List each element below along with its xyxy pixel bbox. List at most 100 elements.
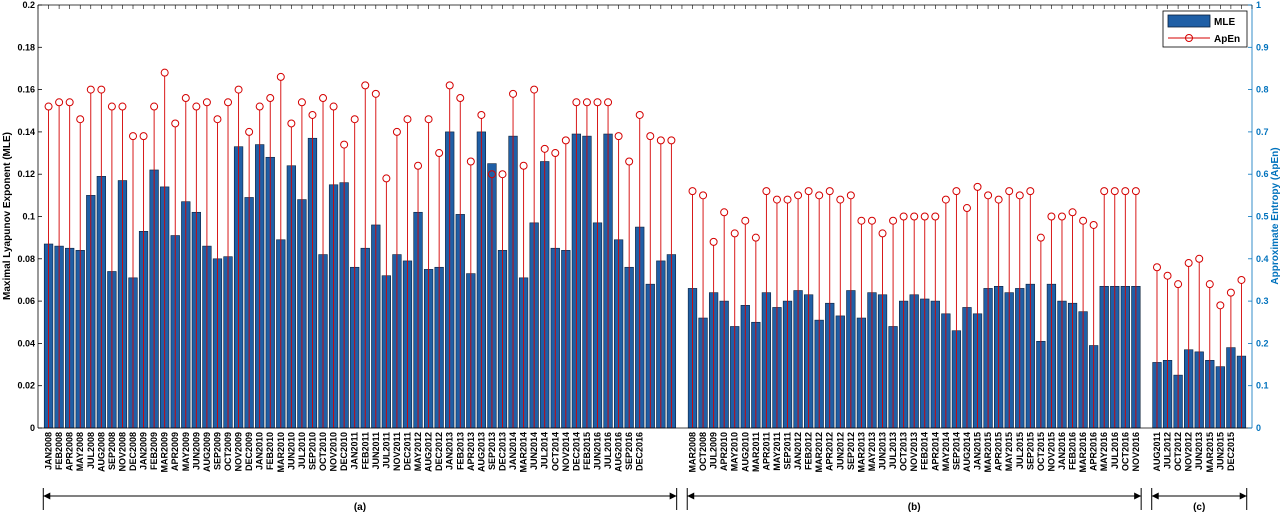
x-tick-label: OCT2012 xyxy=(1173,432,1183,471)
apen-marker xyxy=(646,132,655,141)
apen-marker xyxy=(308,110,317,119)
x-tick-label: NOV2009 xyxy=(234,432,244,472)
x-tick-label: SEP2015 xyxy=(1025,432,1035,470)
x-tick-label: DEC2009 xyxy=(244,432,254,471)
apen-marker xyxy=(1131,187,1140,196)
group-label: (b) xyxy=(908,502,921,513)
x-tick-label: DEC2014 xyxy=(571,432,581,471)
x-tick-label: JAN2009 xyxy=(139,432,149,470)
x-tick-label: JUN2013 xyxy=(1194,432,1204,470)
apen-marker xyxy=(1005,187,1014,196)
x-tick-label: FEB2014 xyxy=(920,432,930,470)
apen-marker xyxy=(794,191,803,200)
y2-tick-label: 0.9 xyxy=(1256,42,1269,52)
apen-marker xyxy=(519,161,528,170)
apen-marker xyxy=(150,102,159,111)
apen-marker xyxy=(487,170,496,179)
x-tick-label: FEB2008 xyxy=(54,432,64,470)
apen-marker xyxy=(730,229,739,238)
x-tick-label: MAR2011 xyxy=(751,432,761,472)
x-tick-label: JAN2015 xyxy=(973,432,983,470)
apen-marker xyxy=(1195,254,1204,263)
x-tick-label: JUL2009 xyxy=(709,432,719,469)
x-tick-label: JUL2008 xyxy=(86,432,96,469)
apen-marker xyxy=(498,170,507,179)
x-tick-label: NOV2010 xyxy=(329,432,339,472)
x-tick-label: JAN2010 xyxy=(255,432,265,470)
apen-marker xyxy=(1216,301,1225,310)
x-tick-label: JUL2012 xyxy=(1163,432,1173,469)
legend-apen-marker xyxy=(1185,34,1193,42)
apen-marker xyxy=(984,191,993,200)
x-tick-label: MAR2015 xyxy=(1205,432,1215,473)
group-brackets-layer: (a) (b) (c) xyxy=(42,488,1248,513)
apen-marker xyxy=(139,132,148,141)
apen-marker xyxy=(1237,275,1246,284)
apen-marker xyxy=(287,119,296,128)
x-tick-label: JUL2014 xyxy=(540,432,550,469)
apen-marker xyxy=(1015,191,1024,200)
x-tick-label: FEB2010 xyxy=(265,432,275,470)
x-tick-label: JUN2009 xyxy=(191,432,201,470)
apen-marker xyxy=(656,136,665,145)
x-tick-label: OCT2015 xyxy=(1036,432,1046,471)
x-tick-label: NOV2016 xyxy=(1131,432,1141,472)
group-bracket-arrow-left xyxy=(687,492,695,500)
x-tick-label: JUN2015 xyxy=(1215,432,1225,470)
y2-tick-label: 0.5 xyxy=(1256,212,1269,222)
x-tick-label: APR2014 xyxy=(930,432,940,471)
x-tick-label: NOV2011 xyxy=(392,432,402,471)
apen-marker xyxy=(962,204,971,213)
apen-marker xyxy=(118,102,127,111)
x-tick-label: JUL2016 xyxy=(603,432,613,469)
x-tick-label: JUN2013 xyxy=(878,432,888,470)
apen-marker xyxy=(952,187,961,196)
y-tick-label: 0.18 xyxy=(17,42,35,52)
x-tick-label: SEP2008 xyxy=(107,432,117,470)
apen-marker xyxy=(804,187,813,196)
legend: MLE ApEn xyxy=(1162,10,1248,48)
apen-marker xyxy=(994,195,1003,204)
y-tick-label: 0.06 xyxy=(17,296,35,306)
apen-marker xyxy=(171,119,180,128)
apen-marker xyxy=(276,72,285,81)
x-tick-label: AUG2016 xyxy=(614,432,624,472)
y-tick-label: 0.14 xyxy=(17,127,35,137)
x-tick-label: MAY2010 xyxy=(730,432,740,471)
y2-tick-label: 0.3 xyxy=(1256,296,1269,306)
apen-marker xyxy=(867,216,876,225)
apen-marker xyxy=(572,98,581,107)
group-bracket-arrow-left xyxy=(1151,492,1159,500)
apen-marker xyxy=(65,98,74,107)
apen-marker xyxy=(44,102,53,111)
apen-marker xyxy=(783,195,792,204)
x-tick-label: MAR2016 xyxy=(1078,432,1088,473)
y-tick-label: 0 xyxy=(30,423,35,433)
apen-marker xyxy=(667,136,676,145)
y-tick-label: 0.2 xyxy=(22,0,35,10)
apen-marker xyxy=(466,157,475,166)
x-tick-label: DEC2013 xyxy=(497,432,507,471)
apen-marker xyxy=(530,85,539,94)
xticklabels-layer: JAN2008 FEB2008 APR2008 MAY2008 JUL2008 AUG20… xyxy=(44,432,1236,473)
x-tick-label: DEC2011 xyxy=(402,432,412,471)
x-tick-label: APR2016 xyxy=(1089,432,1099,471)
apen-marker xyxy=(688,187,697,196)
x-tick-label: AUG2014 xyxy=(962,432,972,472)
y2-tick-label: 0.7 xyxy=(1256,127,1269,137)
x-tick-label: APR2008 xyxy=(65,432,75,471)
apen-marker xyxy=(1047,212,1056,221)
apen-marker xyxy=(371,89,380,98)
axes-layer: 0 0.02 0.04 0.06 0.08 0.1 0.12 0.14 0.16 0.18 0.2 0… xyxy=(17,0,1268,433)
apen-marker xyxy=(192,102,201,111)
x-tick-label: MAR2012 xyxy=(814,432,824,473)
apen-marker xyxy=(751,233,760,242)
apen-marker xyxy=(1100,187,1109,196)
x-tick-label: AUG2010 xyxy=(740,432,750,472)
x-tick-label: APR2015 xyxy=(994,432,1004,471)
y2-tick-label: 0.6 xyxy=(1256,169,1269,179)
apen-marker xyxy=(403,115,412,124)
x-tick-label: NOV2012 xyxy=(1184,432,1194,472)
y-tick-label: 0.12 xyxy=(17,169,35,179)
x-tick-label: SEP2012 xyxy=(846,432,856,470)
